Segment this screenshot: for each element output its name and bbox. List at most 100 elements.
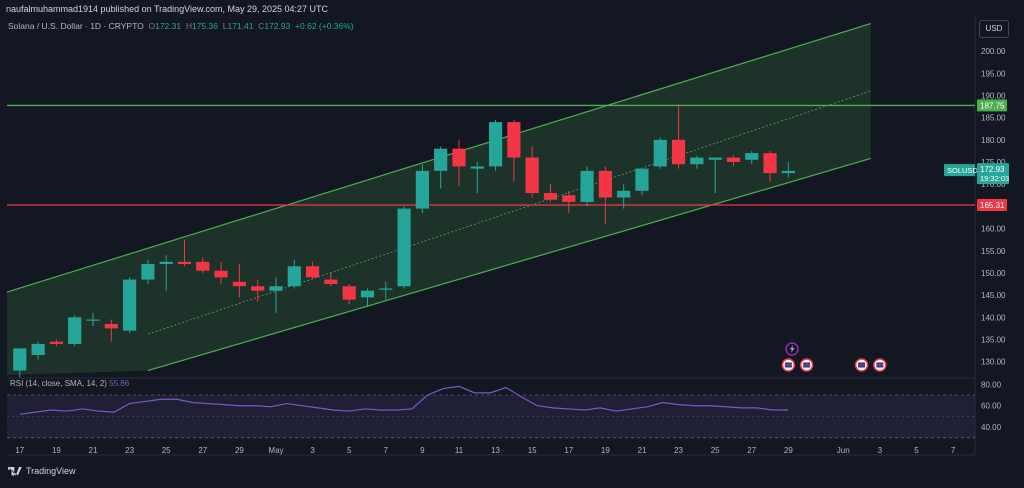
- time-tick-label: 3: [310, 446, 315, 455]
- event-flag-icon[interactable]: [799, 358, 814, 372]
- main-pane-area: [7, 20, 975, 375]
- candle[interactable]: [635, 168, 649, 196]
- event-flag-stripe: [858, 364, 866, 366]
- candles[interactable]: [13, 104, 795, 378]
- event-flag-icon[interactable]: [854, 358, 869, 372]
- candle[interactable]: [49, 339, 63, 347]
- candle-body: [745, 153, 759, 160]
- candle[interactable]: [617, 184, 631, 209]
- rsi-tick-label: 60.00: [981, 402, 1002, 411]
- candle-body: [507, 122, 521, 158]
- candle[interactable]: [306, 261, 320, 280]
- time-tick-label: 15: [528, 446, 537, 455]
- candle[interactable]: [745, 150, 759, 165]
- candle-body: [306, 266, 320, 278]
- ohlc-close: 172.93: [264, 21, 291, 31]
- candle[interactable]: [360, 288, 375, 307]
- candle-body: [690, 157, 704, 165]
- candle[interactable]: [543, 184, 558, 202]
- candle[interactable]: [580, 166, 594, 207]
- candle[interactable]: [177, 239, 192, 267]
- candle[interactable]: [13, 348, 27, 378]
- candle[interactable]: [397, 206, 411, 289]
- candle-body: [470, 166, 484, 169]
- candle[interactable]: [68, 315, 82, 347]
- candle[interactable]: [763, 150, 777, 182]
- event-flag-icon[interactable]: [873, 358, 887, 372]
- candle[interactable]: [434, 146, 448, 189]
- brand-label: TradingView: [26, 466, 76, 476]
- event-flag-icon[interactable]: [781, 358, 796, 372]
- rsi-pane[interactable]: RSI (14, close, SMA, 14, 2) 55.86: [7, 379, 975, 439]
- candle[interactable]: [690, 155, 704, 169]
- candle-body: [726, 157, 741, 162]
- candle[interactable]: [525, 146, 539, 198]
- candle[interactable]: [196, 257, 210, 273]
- candle[interactable]: [269, 277, 283, 313]
- candle[interactable]: [653, 137, 667, 169]
- currency-button[interactable]: USD: [979, 20, 1009, 38]
- candle[interactable]: [31, 341, 45, 360]
- candle[interactable]: [726, 155, 741, 167]
- rsi-line[interactable]: [19, 385, 789, 415]
- candle[interactable]: [470, 162, 484, 194]
- candle[interactable]: [562, 190, 576, 214]
- time-tick-label: 29: [784, 446, 793, 455]
- lightning-event-icon[interactable]: [785, 342, 799, 356]
- price-tick-label: 170.00: [981, 180, 1006, 189]
- price-tick-label: 190.00: [981, 91, 1006, 100]
- candle-body: [251, 286, 265, 291]
- last-price-tag: [977, 163, 1009, 185]
- last-price-label: 172.93: [980, 165, 1005, 174]
- candle-body: [104, 323, 118, 329]
- channel-lower-line[interactable]: [147, 157, 871, 372]
- candle[interactable]: [671, 104, 686, 169]
- level-price-tag-label: 165.31: [980, 201, 1005, 210]
- candle-body: [342, 286, 356, 300]
- tradingview-brand[interactable]: TradingView: [8, 466, 76, 476]
- rsi-value: 55.86: [109, 379, 130, 388]
- candle[interactable]: [159, 255, 173, 291]
- candle[interactable]: [214, 261, 228, 285]
- parallel-channel[interactable]: [6, 22, 871, 376]
- time-tick-label: 29: [235, 446, 244, 455]
- time-tick-label: 25: [711, 446, 720, 455]
- candle-body: [525, 157, 539, 194]
- candle[interactable]: [86, 312, 100, 327]
- symbol-legend: Solana / U.S. Dollar · 1D · CRYPTO O172.…: [8, 21, 354, 31]
- symbol-title[interactable]: Solana / U.S. Dollar · 1D · CRYPTO: [8, 21, 144, 31]
- time-tick-label: 23: [674, 446, 683, 455]
- candle[interactable]: [123, 277, 137, 333]
- candle[interactable]: [141, 259, 155, 285]
- candle[interactable]: [379, 281, 393, 300]
- candle-body: [13, 348, 27, 371]
- ohlc-low-label: L: [222, 21, 228, 31]
- candle[interactable]: [488, 119, 503, 171]
- horizontal-levels[interactable]: [7, 104, 975, 206]
- price-axis[interactable]: 130.00 135.00 140.00 145.00 150.00 155.00 160.…: [981, 25, 1006, 432]
- candle[interactable]: [708, 157, 722, 194]
- candle-body: [763, 153, 777, 174]
- event-flag-stripe: [876, 364, 884, 366]
- candle-body: [196, 261, 210, 271]
- candle[interactable]: [415, 164, 429, 214]
- price-tick-label: 145.00: [981, 291, 1006, 300]
- candle[interactable]: [342, 284, 356, 304]
- candle[interactable]: [251, 279, 265, 302]
- price-tick-label: 180.00: [981, 136, 1006, 145]
- candle[interactable]: [324, 272, 338, 287]
- channel-mid-line[interactable]: [147, 90, 871, 335]
- candle[interactable]: [452, 139, 466, 187]
- level-price-tag-label: 187.75: [980, 101, 1005, 110]
- candle[interactable]: [598, 166, 612, 225]
- candle[interactable]: [287, 259, 301, 289]
- candle[interactable]: [507, 119, 521, 182]
- time-axis[interactable]: 17 19 21 23 25 27 29 May 3 5 7 9 11 13 15 17 19 21 23 25 27 2…: [15, 446, 955, 455]
- candle[interactable]: [781, 162, 795, 178]
- candle[interactable]: [104, 319, 118, 342]
- candle-body: [159, 261, 173, 265]
- event-markers[interactable]: [781, 342, 887, 372]
- candle-body: [671, 139, 686, 165]
- candle[interactable]: [232, 264, 246, 298]
